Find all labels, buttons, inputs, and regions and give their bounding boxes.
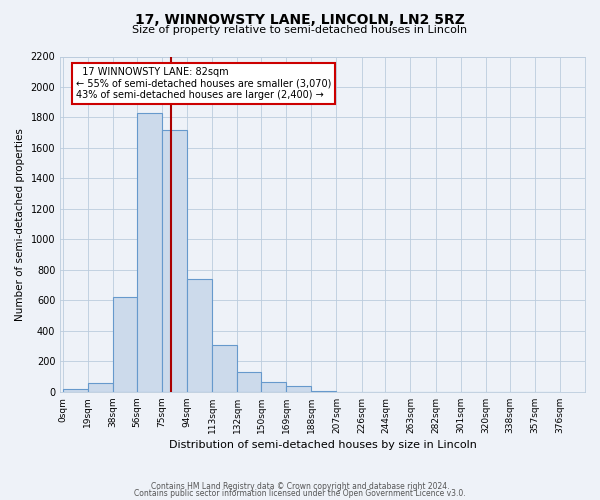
- Bar: [113, 296, 137, 392]
- X-axis label: Distribution of semi-detached houses by size in Lincoln: Distribution of semi-detached houses by …: [169, 440, 476, 450]
- Text: Contains public sector information licensed under the Open Government Licence v3: Contains public sector information licen…: [134, 490, 466, 498]
- Bar: [311, 391, 337, 392]
- Bar: [187, 279, 212, 392]
- Text: Contains HM Land Registry data © Crown copyright and database right 2024.: Contains HM Land Registry data © Crown c…: [151, 482, 449, 491]
- Bar: [238, 372, 261, 392]
- Bar: [261, 382, 286, 392]
- Text: Size of property relative to semi-detached houses in Lincoln: Size of property relative to semi-detach…: [133, 25, 467, 35]
- Bar: [162, 130, 187, 392]
- Text: 17 WINNOWSTY LANE: 82sqm
← 55% of semi-detached houses are smaller (3,070)
43% o: 17 WINNOWSTY LANE: 82sqm ← 55% of semi-d…: [76, 66, 331, 100]
- Bar: [212, 346, 238, 392]
- Text: 17, WINNOWSTY LANE, LINCOLN, LN2 5RZ: 17, WINNOWSTY LANE, LINCOLN, LN2 5RZ: [135, 12, 465, 26]
- Bar: [88, 382, 113, 392]
- Bar: [63, 389, 88, 392]
- Bar: [286, 386, 311, 392]
- Bar: [137, 113, 162, 392]
- Y-axis label: Number of semi-detached properties: Number of semi-detached properties: [15, 128, 25, 320]
